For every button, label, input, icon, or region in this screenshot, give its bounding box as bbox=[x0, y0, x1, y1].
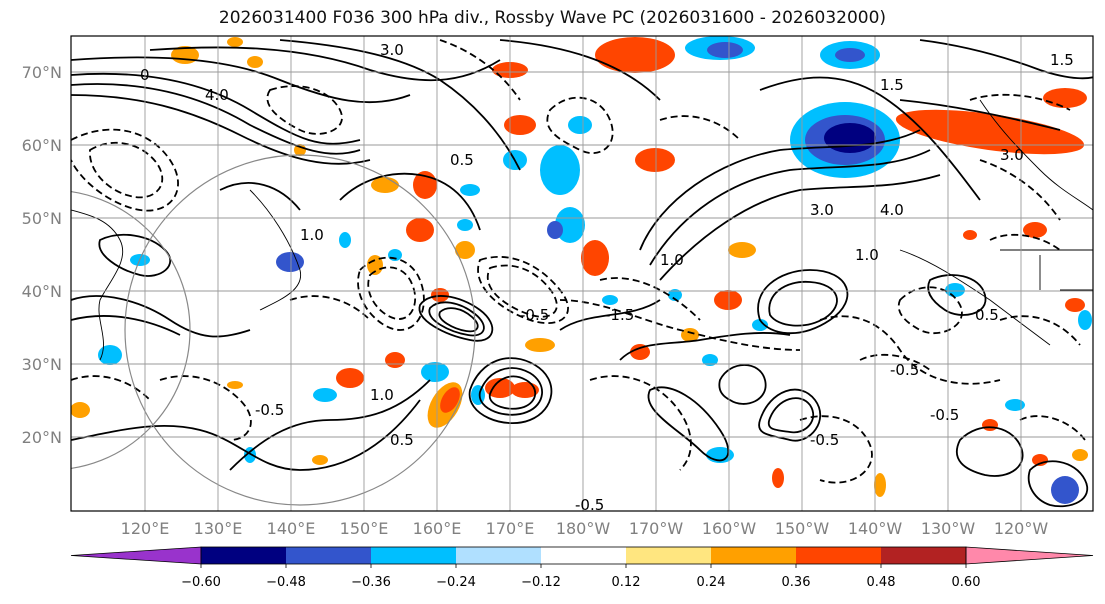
lon-label-130e: 130°E bbox=[194, 519, 243, 538]
lon-label-140w: 140°W bbox=[848, 519, 903, 538]
contour-label: 0 bbox=[140, 66, 150, 84]
lat-label-40n: 40°N bbox=[22, 282, 62, 301]
colorbar-extend-max bbox=[965, 546, 1094, 565]
contour-label: 1.0 bbox=[660, 251, 684, 269]
lon-label-170e: 170°E bbox=[486, 519, 535, 538]
lon-label-120w: 120°W bbox=[994, 519, 1049, 538]
map-frame bbox=[70, 35, 1094, 512]
lat-label-70n: 70°N bbox=[22, 63, 62, 82]
contour-labels: 0 4.0 3.0 1.5 0.5 1.0 -0.5 -1.5 3.0 4.0 … bbox=[140, 41, 1074, 514]
contour-label: 1.0 bbox=[855, 246, 879, 264]
contour-label: -0.5 bbox=[575, 496, 604, 514]
longitude-labels: 120°E 130°E 140°E 150°E 160°E 170°E 180°… bbox=[121, 519, 1049, 538]
contour-label: -0.5 bbox=[520, 306, 549, 324]
colorbar-tick-label: 0.12 bbox=[612, 575, 641, 590]
colorbar: −0.60 −0.48 −0.36 −0.24 −0.12 0.12 0.24 … bbox=[70, 546, 1094, 590]
lat-label-30n: 30°N bbox=[22, 355, 62, 374]
colorbar-tick-label: −0.60 bbox=[181, 575, 221, 590]
lat-label-50n: 50°N bbox=[22, 209, 62, 228]
lon-label-160e: 160°E bbox=[413, 519, 462, 538]
contour-label: 1.0 bbox=[300, 226, 324, 244]
contour-label: 1.0 bbox=[370, 386, 394, 404]
contour-label: 1.5 bbox=[1050, 51, 1074, 69]
lon-label-120e: 120°E bbox=[121, 519, 170, 538]
lon-label-170w: 170°W bbox=[629, 519, 684, 538]
colorbar-tick-label: −0.48 bbox=[266, 575, 306, 590]
map-field: 0 4.0 3.0 1.5 0.5 1.0 -0.5 -1.5 3.0 4.0 … bbox=[71, 36, 1093, 514]
colorbar-segment bbox=[796, 547, 881, 564]
lat-label-60n: 60°N bbox=[22, 136, 62, 155]
contour-label: -0.5 bbox=[810, 431, 839, 449]
contour-label: 3.0 bbox=[810, 201, 834, 219]
lon-label-160w: 160°W bbox=[702, 519, 757, 538]
colorbar-extend-min bbox=[70, 546, 202, 565]
contour-label: 0.5 bbox=[450, 151, 474, 169]
lon-label-140e: 140°E bbox=[267, 519, 316, 538]
colorbar-tick-label: 0.36 bbox=[782, 575, 811, 590]
lon-label-150e: 150°E bbox=[340, 519, 389, 538]
colorbar-segment bbox=[201, 547, 286, 564]
contour-label: -0.5 bbox=[255, 401, 284, 419]
rossby-circle-layer bbox=[71, 154, 476, 506]
contour-label: 3.0 bbox=[380, 41, 404, 59]
latitude-labels: 70°N 60°N 50°N 40°N 30°N 20°N bbox=[22, 63, 62, 447]
lon-label-180w: 180°W bbox=[556, 519, 611, 538]
colorbar-segment bbox=[371, 547, 456, 564]
lon-label-150w: 150°W bbox=[775, 519, 830, 538]
colorbar-segment bbox=[711, 547, 796, 564]
contour-label: 3.0 bbox=[1000, 146, 1024, 164]
contour-label: 0.5 bbox=[975, 306, 999, 324]
contour-label: -0.5 bbox=[930, 406, 959, 424]
contour-label: 1.5 bbox=[880, 76, 904, 94]
colorbar-segment bbox=[541, 547, 626, 564]
contour-label: 4.0 bbox=[880, 201, 904, 219]
contour-label: -1.5 bbox=[605, 306, 634, 324]
chart-title: 2026031400 F036 300 hPa div., Rossby Wav… bbox=[218, 8, 887, 28]
colorbar-segment bbox=[456, 547, 541, 564]
colorbar-tick-label: 0.60 bbox=[952, 575, 981, 590]
colorbar-segment bbox=[626, 547, 711, 564]
colorbar-frame bbox=[200, 546, 967, 565]
colorbar-tick-label: −0.24 bbox=[436, 575, 476, 590]
coastline-layer bbox=[71, 99, 1093, 361]
lon-label-130w: 130°W bbox=[921, 519, 976, 538]
contour-label: 0.5 bbox=[390, 431, 414, 449]
colorbar-tick-label: −0.36 bbox=[351, 575, 391, 590]
shading-layer bbox=[71, 36, 1092, 504]
contour-label: 4.0 bbox=[205, 86, 229, 104]
colorbar-segment bbox=[881, 547, 966, 564]
contour-layer bbox=[71, 39, 1093, 508]
contour-label: -0.5 bbox=[890, 361, 919, 379]
colorbar-tick-label: −0.12 bbox=[521, 575, 561, 590]
gridlines bbox=[71, 36, 1093, 511]
colorbar-ticks bbox=[200, 564, 967, 568]
colorbar-tick-label: 0.48 bbox=[867, 575, 896, 590]
colorbar-segment bbox=[286, 547, 371, 564]
lat-label-20n: 20°N bbox=[22, 428, 62, 447]
colorbar-tick-label: 0.24 bbox=[697, 575, 726, 590]
